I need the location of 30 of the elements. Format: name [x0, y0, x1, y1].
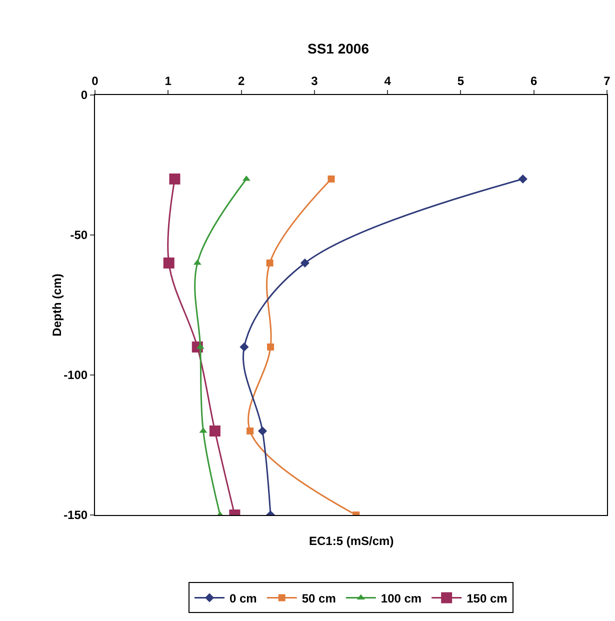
legend-label: 50 cm — [302, 591, 336, 606]
x-tick-label: 3 — [311, 74, 318, 88]
point — [258, 426, 268, 436]
x-tick-label: 5 — [457, 74, 464, 88]
x-tick-label: 0 — [92, 74, 99, 88]
point — [267, 344, 274, 350]
point — [328, 176, 335, 182]
x-tick-label: 2 — [238, 74, 245, 88]
y-tick-label: -150 — [64, 508, 88, 522]
legend-label: 0 cm — [230, 591, 257, 606]
x-tick-label: 1 — [164, 74, 172, 88]
point — [266, 260, 274, 266]
point — [209, 426, 220, 436]
point — [240, 342, 249, 352]
y-axis-title: Depth (cm) — [50, 274, 64, 336]
point — [300, 258, 310, 268]
y-tick-label: -50 — [70, 228, 88, 242]
point — [246, 428, 254, 434]
x-tick-label: 4 — [384, 74, 392, 88]
point — [518, 174, 528, 184]
x-tick-label: 6 — [530, 74, 538, 88]
y-tick-label: 0 — [80, 88, 88, 102]
x-tick-label: 7 — [604, 74, 611, 88]
point — [163, 258, 174, 268]
chart-title: SS1 2006 — [308, 40, 370, 56]
legend-label: 100 cm — [380, 591, 422, 606]
y-tick-label: -100 — [64, 368, 88, 382]
x-axis-title: EC1:5 (mS/cm) — [309, 534, 394, 548]
legend-label: 150 cm — [466, 591, 508, 606]
point — [169, 174, 180, 184]
